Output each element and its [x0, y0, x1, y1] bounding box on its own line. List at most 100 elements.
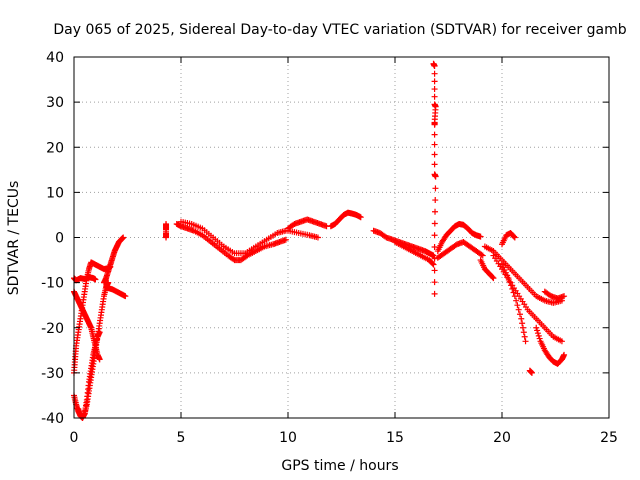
data-point	[507, 282, 514, 289]
data-point	[528, 369, 535, 376]
data-point	[533, 324, 540, 331]
y-tick-label: 20	[46, 140, 64, 156]
data-point	[431, 121, 438, 128]
data-point	[499, 261, 505, 268]
data-point	[314, 234, 321, 241]
data-point	[432, 208, 439, 215]
y-tick-label: 40	[46, 50, 64, 66]
y-tick-label: -20	[41, 321, 64, 337]
data-point	[489, 274, 496, 281]
data-point	[478, 251, 485, 258]
y-axis-label: SDTVAR / TECUs	[6, 181, 22, 296]
data-point	[429, 260, 436, 267]
series-arc-l	[285, 227, 321, 241]
data-point	[431, 232, 438, 239]
data-point	[536, 335, 543, 342]
y-tick-label: 0	[55, 231, 64, 247]
data-point	[514, 302, 521, 309]
x-axis-label: GPS time / hours	[281, 458, 398, 474]
data-point	[92, 276, 99, 283]
data-point	[479, 252, 486, 259]
data-point	[431, 63, 438, 70]
series-arc-y	[526, 367, 535, 376]
x-tick-label: 25	[600, 430, 618, 446]
series-arc-c	[71, 259, 114, 376]
data-point	[431, 220, 438, 227]
data-point	[431, 267, 438, 274]
data-point	[561, 293, 568, 300]
series-arc-k	[285, 216, 330, 232]
series-arc-j	[178, 218, 289, 257]
series-arc-n	[370, 227, 437, 259]
series-arc-w	[533, 324, 568, 367]
data-point	[534, 330, 541, 337]
y-tick-label: 10	[46, 185, 64, 201]
series-arc-b	[71, 288, 103, 363]
data-point	[510, 289, 517, 296]
series-arc-x	[499, 229, 518, 248]
data-point	[519, 324, 526, 331]
series-arc-z	[541, 288, 568, 302]
y-tick-label: 30	[46, 95, 64, 111]
y-tick-label: -40	[41, 411, 64, 427]
data-point	[96, 329, 103, 336]
data-point	[122, 293, 129, 300]
series-arc-f	[100, 234, 127, 286]
data-point	[511, 234, 518, 241]
data-point	[432, 197, 439, 204]
data-point	[357, 214, 364, 221]
data-point	[501, 266, 508, 273]
x-tick-label: 5	[177, 430, 186, 446]
data-point	[535, 332, 542, 339]
data-point	[500, 264, 507, 271]
series-arc-e	[75, 329, 103, 421]
data-point	[431, 255, 438, 262]
data-point	[477, 233, 484, 240]
x-tick-label: 15	[386, 430, 404, 446]
grid	[74, 57, 609, 418]
data-point	[521, 333, 528, 340]
data-point	[510, 233, 517, 240]
data-point	[506, 278, 513, 285]
data-point	[534, 327, 541, 334]
data-point	[432, 185, 439, 192]
data-point	[430, 252, 437, 259]
data-point	[558, 338, 565, 345]
series-arc-h	[163, 220, 170, 241]
data-point	[431, 78, 438, 85]
series-arc-a	[71, 274, 99, 284]
series-arc-s	[477, 257, 497, 282]
series-arc-p	[430, 60, 439, 297]
data-point	[515, 306, 522, 313]
x-tick-label: 20	[493, 430, 511, 446]
data-point	[518, 315, 525, 322]
data-point	[431, 151, 438, 158]
data-point	[502, 269, 509, 276]
data-point	[431, 279, 438, 286]
data-point	[490, 275, 497, 282]
x-tick-label: 10	[279, 430, 297, 446]
y-tick-label: -30	[41, 366, 64, 382]
data-point	[522, 338, 529, 345]
data-point	[431, 93, 438, 100]
data-point	[120, 234, 127, 241]
series-arc-r	[434, 239, 486, 261]
data-point	[163, 234, 170, 241]
series-arc-i	[173, 220, 289, 264]
data-point	[96, 356, 103, 363]
series-arc-o	[392, 239, 437, 268]
data-point	[431, 141, 438, 148]
data-point	[430, 261, 437, 268]
ticks: -40 -30 -20 -10 0 10 20 30 40 0 5 10 15 20 25	[41, 50, 618, 446]
data-point	[509, 285, 516, 292]
data-point	[431, 161, 438, 168]
data-point	[504, 272, 511, 279]
data-point	[431, 70, 438, 77]
data-point	[519, 320, 526, 327]
data-point	[511, 293, 518, 300]
data-point	[561, 351, 568, 358]
data-point	[432, 173, 439, 180]
series-arc-g	[103, 284, 129, 300]
data-point	[505, 275, 512, 282]
